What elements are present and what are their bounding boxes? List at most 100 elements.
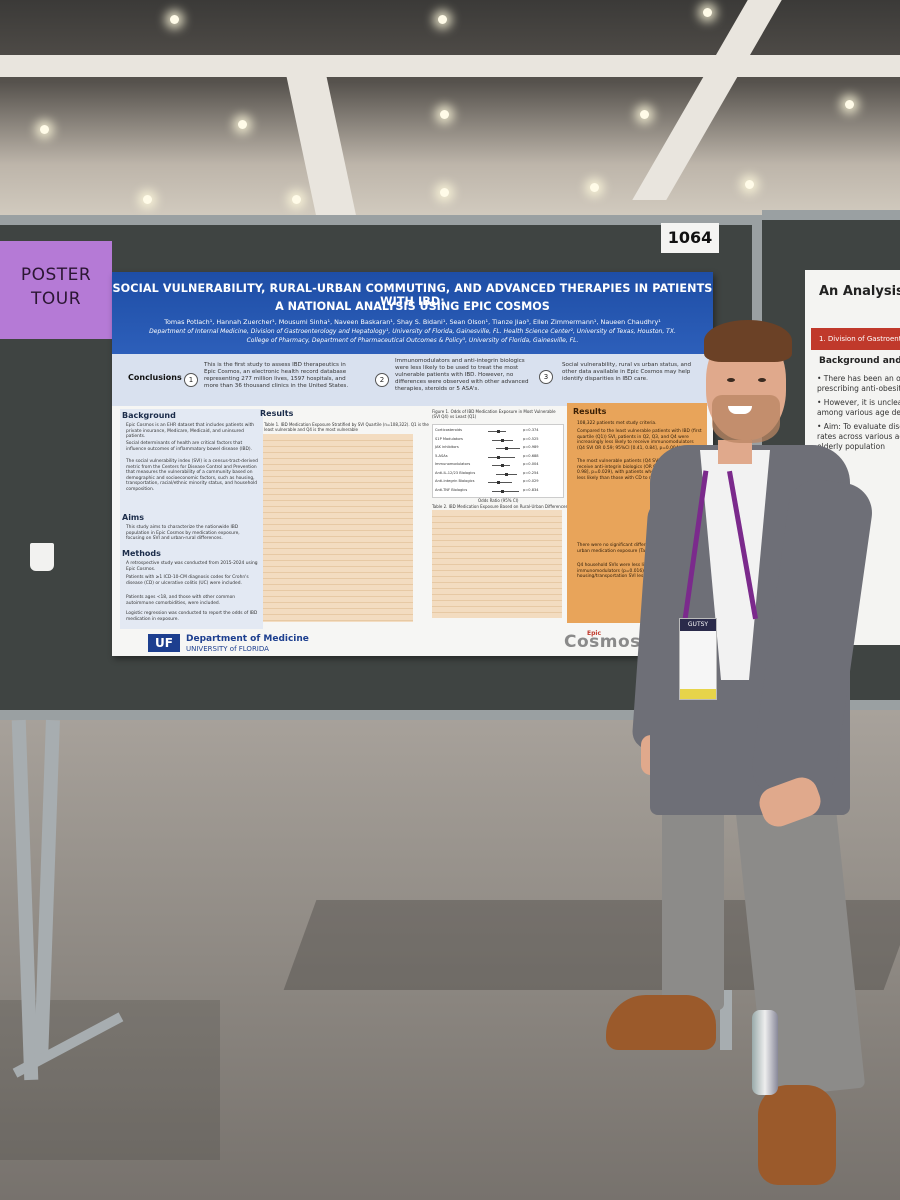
- table-row-line: [263, 584, 413, 585]
- methods-heading: Methods: [122, 549, 161, 558]
- forest-pvalue: p=0.004: [523, 462, 539, 466]
- ceiling-light: [170, 15, 179, 24]
- conclusions-label: Conclusions: [128, 373, 182, 382]
- table-row-line: [263, 452, 413, 453]
- neighbor-poster-line: • However, it is unclear if th: [817, 398, 900, 407]
- table-row-line: [432, 546, 562, 547]
- eye: [758, 378, 766, 382]
- conclusion-number: 3: [539, 370, 553, 384]
- eye: [727, 378, 735, 382]
- neighbor-poster-line: prescribing anti-obesity m: [817, 384, 900, 393]
- background-heading: Background: [122, 411, 176, 420]
- table-row-line: [263, 530, 413, 531]
- neck: [718, 440, 752, 464]
- forest-point: [501, 464, 504, 467]
- table-row-line: [263, 470, 413, 471]
- background-bullet: The social vulnerability index (SVI) is …: [126, 459, 258, 492]
- table-row-line: [432, 600, 562, 601]
- neighbor-poster-line: • Aim: To evaluate discrepa: [817, 422, 900, 431]
- results-bullet: The most vulnerable patients (Q4 SVI) we…: [577, 459, 702, 481]
- table-row-line: [263, 536, 413, 537]
- neighbor-poster-line: rates across various age g: [817, 432, 900, 441]
- table-row-line: [263, 590, 413, 591]
- poster-title-line2: A NATIONAL ANALYSIS USING EPIC COSMOS: [275, 300, 550, 313]
- table-row-line: [263, 446, 413, 447]
- table-row-line: [263, 620, 413, 621]
- results-bullet: 108,322 patients met study criteria.: [577, 421, 657, 426]
- forest-pvalue: p=0.989: [523, 445, 539, 449]
- water-bottle: [752, 1010, 778, 1095]
- brown-shoe: [758, 1085, 836, 1185]
- hair: [704, 320, 792, 362]
- methods-bullet: A retrospective study was conducted from…: [126, 561, 258, 572]
- forest-ci-line: [488, 482, 512, 483]
- table-row-line: [263, 524, 413, 525]
- neighbor-poster-line: elderly population: [817, 442, 885, 451]
- figure1-forest-plot: Corticosteroids p=0.374 S1P Modulators p=0.…: [432, 424, 564, 498]
- table-row-line: [432, 516, 562, 517]
- forest-point: [497, 481, 500, 484]
- forest-ci-line: [496, 448, 520, 449]
- badge-header: GUTSY: [680, 619, 716, 631]
- poster-footer: UF Department of Medicine UNIVERSITY of …: [112, 630, 713, 656]
- table-row-line: [263, 476, 413, 477]
- paper-cup: [30, 543, 54, 571]
- poster-header: SOCIAL VULNERABILITY, RURAL-URBAN COMMUT…: [112, 272, 713, 354]
- table-row-line: [263, 566, 413, 567]
- conclusion-text: Immunomodulators and anti-integrin biolo…: [395, 358, 529, 392]
- table-row-line: [263, 548, 413, 549]
- table-row-line: [432, 564, 562, 565]
- ceiling-beam: [0, 55, 900, 77]
- forest-pvalue: p=0.374: [523, 428, 539, 432]
- cosmos-logo: Cosmos: [564, 632, 641, 652]
- footer-department: Department of Medicine: [186, 634, 309, 644]
- footer-university: UNIVERSITY of FLORIDA: [186, 645, 269, 653]
- table-row-line: [432, 612, 562, 613]
- uf-logo: UF: [148, 634, 180, 652]
- table-row-line: [432, 570, 562, 571]
- background-bullet: Social determinants of health are critic…: [126, 441, 252, 452]
- table-row-line: [263, 596, 413, 597]
- table-row-line: [432, 534, 562, 535]
- table1: [263, 434, 413, 622]
- neighbor-poster-line: among various age demog: [817, 408, 900, 417]
- tour-sign-line: POSTER: [20, 265, 92, 285]
- booth-number: 1064: [661, 223, 719, 253]
- table-row-line: [263, 608, 413, 609]
- methods-bullet: Patients with ≥1 ICD-10-CM diagnosis cod…: [126, 575, 249, 586]
- table-row-line: [263, 518, 413, 519]
- forest-ci-line: [492, 490, 519, 492]
- background-bullet: Epic Cosmos is an EHR dataset that inclu…: [126, 423, 255, 440]
- table-row-line: [263, 488, 413, 489]
- name-badge: GUTSY: [679, 618, 717, 700]
- figure1-axis-label: Odds Ratio (95% CI): [478, 498, 519, 503]
- methods-bullet: Logistic regression was conducted to rep…: [126, 611, 258, 622]
- neighbor-poster-heading: Background and Aim: [819, 356, 900, 366]
- table-row-line: [432, 576, 562, 577]
- forest-point: [505, 447, 508, 450]
- epic-logo: Epic: [587, 630, 602, 637]
- aims-bullet: This study aims to characterize the nati…: [126, 525, 240, 542]
- table-row-line: [432, 552, 562, 553]
- forest-pvalue: p=0.834: [523, 487, 539, 492]
- results-bullet: Q4 household SVIs were less likely to re…: [577, 563, 694, 580]
- forest-row-label: Immunomodulators: [435, 462, 471, 466]
- tour-sign-line: TOUR: [30, 289, 82, 309]
- forest-row-label: Corticosteroids: [435, 428, 463, 432]
- table-row-line: [263, 560, 413, 561]
- forest-point: [501, 489, 504, 493]
- forest-pvalue: p=0.688: [523, 453, 539, 458]
- badge-ribbon: [680, 689, 716, 699]
- forest-row-label: S1P Modulators: [435, 436, 463, 441]
- table-row-line: [263, 554, 413, 555]
- ceiling-light: [640, 110, 649, 119]
- ceiling-light: [438, 15, 447, 24]
- table1-caption: Table 1. IBD Medication Exposure Stratif…: [264, 422, 429, 432]
- table-row-line: [263, 614, 413, 615]
- poster-affiliation: Department of Internal Medicine, Divisio…: [149, 328, 676, 335]
- aims-heading: Aims: [122, 513, 145, 522]
- poster-tour-sign: POSTER TOUR: [0, 241, 112, 339]
- research-poster: SOCIAL VULNERABILITY, RURAL-URBAN COMMUT…: [112, 272, 713, 656]
- ceiling-light: [440, 188, 449, 197]
- neighbor-poster-line: • There has been an overa: [817, 374, 900, 383]
